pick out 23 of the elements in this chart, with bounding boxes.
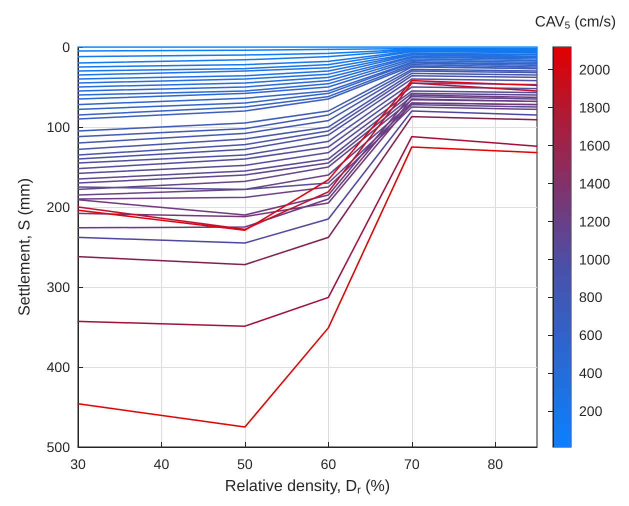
color-bar-label: 2000 xyxy=(579,62,610,78)
x-tick-label: 70 xyxy=(404,456,420,472)
color-bar-label: 1800 xyxy=(579,100,610,116)
color-bar-label: 800 xyxy=(579,289,603,306)
y-tick-label: 300 xyxy=(46,279,70,295)
y-tick-label: 500 xyxy=(46,439,70,455)
x-tick-label: 60 xyxy=(320,456,336,472)
y-tick-label: 0 xyxy=(62,39,70,55)
y-tick-label: 400 xyxy=(46,359,70,375)
color-bar-label: 1600 xyxy=(579,138,610,154)
color-bar-label: 1000 xyxy=(579,251,610,268)
x-tick-label: 30 xyxy=(70,456,86,472)
y-tick-label: 200 xyxy=(46,199,70,215)
x-tick-label: 50 xyxy=(237,456,253,472)
color-bar-label: 1400 xyxy=(579,175,610,192)
x-tick-label: 80 xyxy=(487,456,504,472)
x-tick-label: 40 xyxy=(154,456,170,472)
color-bar-label: 1200 xyxy=(579,213,610,230)
color-bar-label: 600 xyxy=(579,327,603,344)
color-bar-label: 200 xyxy=(579,402,603,419)
y-axis-title: Settlement, S (mm) xyxy=(16,178,34,316)
color-bar-label: 400 xyxy=(579,365,603,382)
y-tick-label: 100 xyxy=(46,119,70,135)
